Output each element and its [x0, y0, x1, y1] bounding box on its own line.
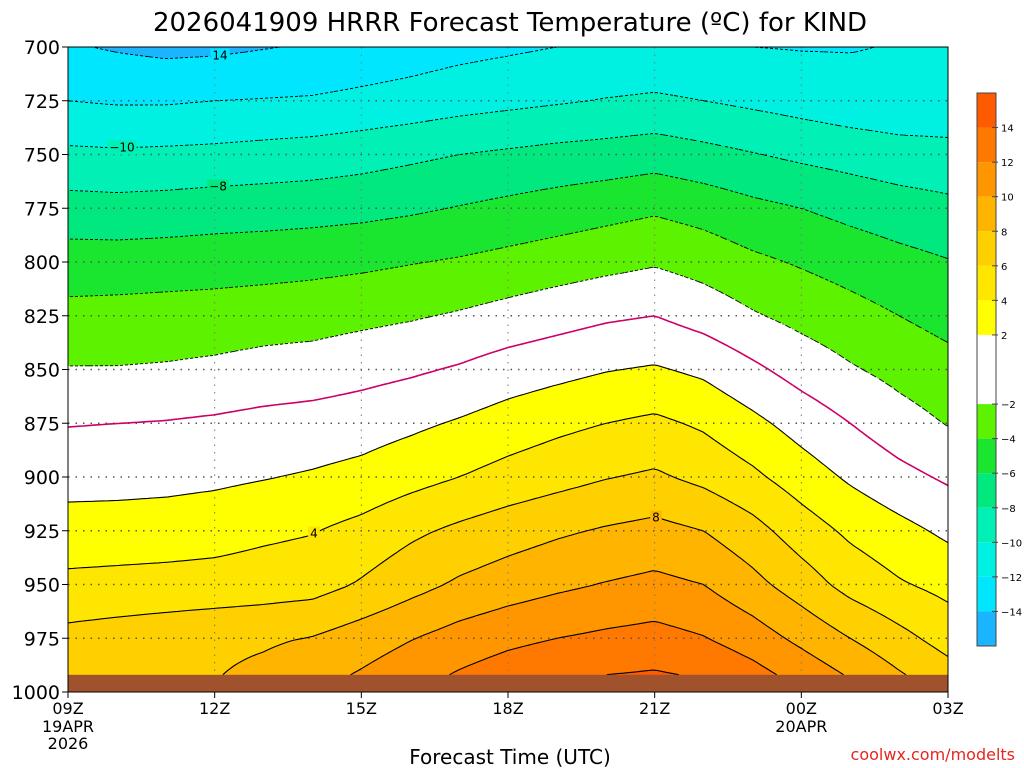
colorbar-swatch [977, 611, 996, 646]
y-tick-label: 750 [24, 145, 60, 167]
colorbar-swatch [977, 334, 996, 405]
y-tick-label: 1000 [12, 682, 60, 704]
x-tick-date: 19APR [42, 717, 94, 736]
contour-line-negative [67, 46, 875, 106]
colorbar-tick-label: 2 [1001, 331, 1007, 342]
y-tick-label: 800 [24, 252, 60, 274]
contour-label-background [107, 140, 137, 155]
colorbar-swatch [977, 93, 996, 128]
x-tick-label: 18Z [492, 699, 523, 718]
contour-label-background [210, 48, 230, 63]
colorbar-swatch [977, 300, 996, 335]
contour-label: −8 [207, 179, 229, 194]
y-tick-label: 950 [24, 575, 60, 597]
contour-line-negative [68, 266, 949, 427]
y-tick-label: 875 [24, 413, 60, 435]
contour-line-positive [449, 620, 778, 676]
x-tick-date: 20APR [775, 717, 827, 736]
colorbar-swatch [977, 438, 996, 474]
x-tick-label: 12Z [199, 699, 230, 718]
x-tick-label: 09Z [52, 699, 83, 718]
contour-line-positive [350, 570, 844, 676]
contour-label: 14 [210, 48, 230, 63]
colorbar-tick-label: 4 [1001, 296, 1007, 307]
y-tick-label: 775 [24, 198, 60, 220]
contour-label-text: 14 [212, 49, 227, 63]
colorbar-swatch [977, 473, 996, 508]
colorbar-swatch [977, 542, 996, 577]
contour-line-freezing [67, 315, 949, 487]
contour-label-text: −10 [109, 141, 134, 155]
contour-line-positive [606, 669, 680, 676]
x-tick-label: 00Z [786, 699, 817, 718]
colorbar-tick-label: 10 [1001, 193, 1014, 204]
chart-title: 2026041909 HRRR Forecast Temperature (ºC… [153, 8, 867, 38]
colorbar-tick-label: 6 [1001, 262, 1007, 273]
contour-label-background [207, 179, 229, 194]
colorbar-swatch [977, 127, 996, 163]
x-axis-label: Forecast Time (UTC) [409, 745, 611, 768]
contour-line-negative [67, 215, 949, 343]
colorbar-swatch [977, 265, 996, 301]
y-tick-label: 850 [24, 360, 60, 382]
contour-line-negative [67, 133, 949, 195]
colorbar-swatch [977, 196, 996, 232]
ground-surface [68, 674, 948, 692]
contour-label-text: 8 [652, 511, 660, 525]
colorbar-swatch [977, 507, 996, 543]
colorbar-swatch [977, 162, 996, 197]
contour-line-negative [67, 172, 949, 260]
x-tick-label: 15Z [346, 699, 377, 718]
contour-label-background [650, 510, 662, 525]
x-tick-label: 03Z [932, 699, 963, 718]
contour-line-positive [67, 413, 949, 603]
colorbar-tick-label: −10 [1001, 538, 1022, 549]
colorbar-tick-label: 8 [1001, 227, 1007, 238]
contour-label: 4 [308, 526, 320, 541]
colorbar: 14 12 10 8 6 4 2 −2 −4 −6 −8 −10 −12 −14 [976, 92, 1022, 647]
credit-text[interactable]: coolwx.com/modelts [851, 745, 1015, 764]
colorbar-swatch [977, 576, 996, 612]
colorbar-tick-label: −12 [1001, 573, 1022, 584]
contour-line-positive [67, 364, 949, 544]
contour-line-positive [67, 468, 949, 657]
colorbar-tick-label: −8 [1001, 504, 1016, 515]
colorbar-tick-label: −14 [1001, 607, 1022, 618]
contour-label: −10 [107, 140, 137, 155]
colorbar-tick-label: 12 [1001, 158, 1014, 169]
contour-label-background [308, 526, 320, 541]
contour-label: 8 [650, 510, 662, 525]
colorbar-tick-label: −4 [1001, 435, 1016, 446]
colorbar-frame [976, 92, 997, 647]
colorbar-tick-label: −2 [1001, 400, 1016, 411]
temperature-fill [68, 47, 948, 675]
colorbar-tick-label: 14 [1001, 124, 1014, 135]
y-tick-label: 900 [24, 467, 60, 489]
contour-label-text: 4 [310, 527, 318, 541]
y-tick-label: 700 [24, 37, 60, 59]
x-tick-year: 2026 [48, 734, 89, 753]
contour-labels: 14 −10 −8 4 8 [107, 48, 662, 541]
colorbar-swatch [977, 404, 996, 439]
y-tick-label: 725 [24, 91, 60, 113]
temperature-contours [67, 46, 949, 676]
pressure-axis: 700 725 750 775 800 825 850 875 900 925 950 975 1000 [12, 37, 68, 704]
y-tick-label: 925 [24, 521, 60, 543]
temperature-field [68, 47, 948, 675]
colorbar-tick-label: −6 [1001, 469, 1016, 480]
y-tick-label: 825 [24, 306, 60, 328]
y-tick-label: 975 [24, 628, 60, 650]
contour-line-negative [67, 92, 949, 149]
colorbar-swatch [977, 231, 996, 266]
x-tick-label: 21Z [639, 699, 670, 718]
contour-label-text: −8 [209, 180, 227, 194]
